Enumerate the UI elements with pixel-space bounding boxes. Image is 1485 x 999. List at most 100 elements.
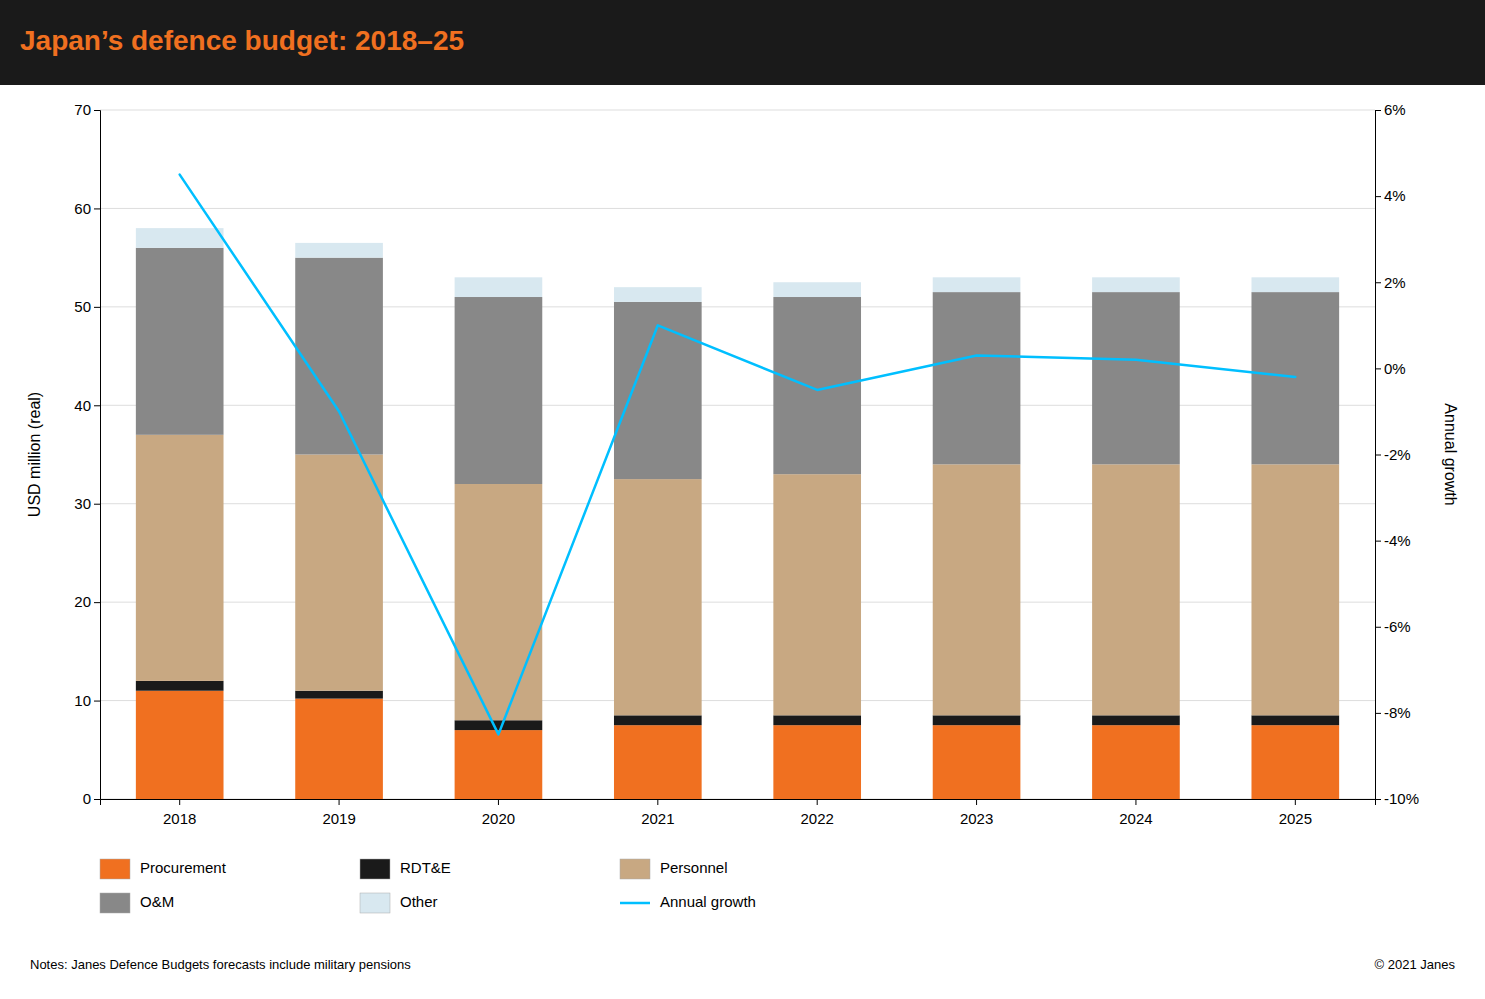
legend-item: O&M <box>100 893 174 913</box>
tick-mark <box>1375 713 1381 714</box>
legend-swatch <box>100 859 130 879</box>
bar <box>933 715 1021 725</box>
bar <box>1251 725 1339 799</box>
tick: 2023 <box>960 799 993 827</box>
bar <box>136 681 224 691</box>
tick-label: 0% <box>1384 360 1406 377</box>
bar <box>455 720 543 730</box>
tick: -10% <box>1375 790 1419 807</box>
axis-domain <box>1376 111 1382 800</box>
legend-label: RDT&E <box>400 859 451 876</box>
bar <box>773 474 861 715</box>
tick: 10 <box>74 692 100 709</box>
bar <box>614 287 702 302</box>
tick: -6% <box>1375 618 1411 635</box>
tick-label: -6% <box>1384 618 1411 635</box>
tick-mark <box>1375 627 1381 628</box>
tick: 2021 <box>641 799 674 827</box>
x-axis: 2018 2019 2020 2021 2022 2023 2024 2025 <box>101 799 1376 827</box>
bar <box>1251 715 1339 725</box>
legend-item: Annual growth <box>620 893 756 910</box>
bar <box>933 464 1021 715</box>
tick-mark <box>498 799 499 805</box>
bar <box>933 277 1021 292</box>
grid <box>100 110 1375 799</box>
tick-mark <box>94 110 100 111</box>
tick: 2% <box>1375 274 1406 291</box>
tick: -8% <box>1375 704 1411 721</box>
bar <box>455 277 543 297</box>
grid-line <box>100 700 1375 701</box>
title: Japan’s defence budget: 2018–25 <box>20 25 464 56</box>
tick: 2020 <box>482 799 515 827</box>
tick-mark <box>94 405 100 406</box>
tick-mark <box>1375 368 1381 369</box>
tick-mark <box>1295 799 1296 805</box>
tick: 30 <box>74 495 100 512</box>
bar <box>136 691 224 799</box>
tick: 70 <box>74 101 100 118</box>
tick-label: 2% <box>1384 274 1406 291</box>
tick-mark <box>94 504 100 505</box>
legend-item: Procurement <box>100 859 227 879</box>
tick-mark <box>817 799 818 805</box>
bar <box>1092 292 1180 464</box>
tick-mark <box>976 799 977 805</box>
tick-label: 2019 <box>322 810 355 827</box>
tick-mark <box>657 799 658 805</box>
y-axis: 010203040506070 <box>74 101 100 807</box>
axis-domain <box>94 111 101 800</box>
tick-label: 10 <box>74 692 91 709</box>
grid-line <box>100 306 1375 307</box>
tick: 2019 <box>322 799 355 827</box>
tick: 50 <box>74 298 100 315</box>
tick-label: 20 <box>74 593 91 610</box>
tick-mark <box>94 701 100 702</box>
tick-label: 2018 <box>163 810 196 827</box>
bar <box>614 715 702 725</box>
grid-line <box>100 602 1375 603</box>
tick-label: 2020 <box>482 810 515 827</box>
y2-axis: -10% -8% -6% -4% -2% 0% 2% 4% 6% <box>1375 101 1419 807</box>
grid-line <box>100 405 1375 406</box>
tick: 2025 <box>1279 799 1312 827</box>
bar <box>773 715 861 725</box>
y-axis-title: USD million (real) <box>26 392 43 517</box>
tick-label: 50 <box>74 298 91 315</box>
legend-swatch <box>360 893 390 913</box>
bar <box>295 699 383 799</box>
bar <box>933 725 1021 799</box>
tick: 2018 <box>163 799 196 827</box>
bar <box>773 297 861 474</box>
tick-mark <box>1135 799 1136 805</box>
tick-mark <box>1375 282 1381 283</box>
bar <box>295 691 383 699</box>
bar <box>773 282 861 297</box>
bar <box>455 297 543 484</box>
tick: 2024 <box>1119 799 1152 827</box>
bar <box>1092 277 1180 292</box>
tick-label: 30 <box>74 495 91 512</box>
tick-label: 4% <box>1384 187 1406 204</box>
tick: 6% <box>1375 101 1406 118</box>
bar <box>1092 715 1180 725</box>
bar <box>1092 464 1180 715</box>
tick-mark <box>1375 455 1381 456</box>
chart: Japan’s defence budget: 2018–25201820192… <box>0 0 1485 999</box>
grid-line <box>100 110 1375 111</box>
bar <box>295 243 383 258</box>
tick-mark <box>94 799 100 800</box>
legend-swatch <box>360 859 390 879</box>
tick-label: -4% <box>1384 532 1411 549</box>
y2-axis-title: Annual growth <box>1442 403 1459 505</box>
tick-label: 0 <box>83 790 91 807</box>
bar <box>295 455 383 691</box>
tick-mark <box>339 799 340 805</box>
tick-mark <box>179 799 180 805</box>
tick-label: -2% <box>1384 446 1411 463</box>
tick: 2022 <box>801 799 834 827</box>
tick-label: 6% <box>1384 101 1406 118</box>
legend-swatch <box>620 859 650 879</box>
bar <box>455 730 543 799</box>
tick-mark <box>94 602 100 603</box>
